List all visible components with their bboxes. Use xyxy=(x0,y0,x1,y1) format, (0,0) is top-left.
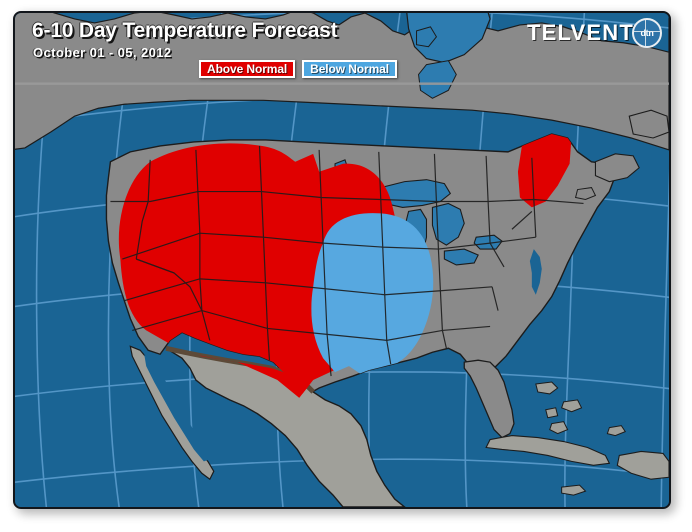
land-bahamas-4 xyxy=(549,421,569,435)
land-puerto-rico xyxy=(606,425,627,437)
land-newfoundland xyxy=(628,109,669,139)
lake-ontario xyxy=(473,234,503,250)
land-hispaniola xyxy=(616,450,669,480)
water-inlet-north xyxy=(416,26,438,48)
land-bahamas-1 xyxy=(535,381,559,395)
map-legend: Above Normal Below Normal xyxy=(199,60,397,78)
lake-erie xyxy=(443,248,479,266)
forecast-map-canvas[interactable] xyxy=(15,13,669,507)
land-bahamas-2 xyxy=(561,399,583,413)
land-florida xyxy=(463,359,515,439)
land-nova-scotia xyxy=(594,153,640,183)
water-chesapeake-bay xyxy=(529,249,542,295)
water-bay-lower xyxy=(418,60,457,99)
legend-chip-above-normal[interactable]: Above Normal xyxy=(199,60,296,78)
lake-huron xyxy=(431,202,465,246)
water-gulf-california xyxy=(144,354,210,462)
header-separator-line xyxy=(15,82,669,85)
land-cape-cod-arm xyxy=(574,187,597,201)
land-cuba xyxy=(485,435,611,466)
forecast-area-mississippi-below-normal[interactable] xyxy=(106,134,615,396)
forecast-map-frame[interactable]: 6-10 Day Temperature Forecast October 01… xyxy=(13,11,671,509)
land-bahamas-3 xyxy=(545,407,559,419)
legend-chip-below-normal[interactable]: Below Normal xyxy=(302,60,397,78)
land-jamaica xyxy=(561,484,587,496)
state-border-lines xyxy=(110,145,584,377)
